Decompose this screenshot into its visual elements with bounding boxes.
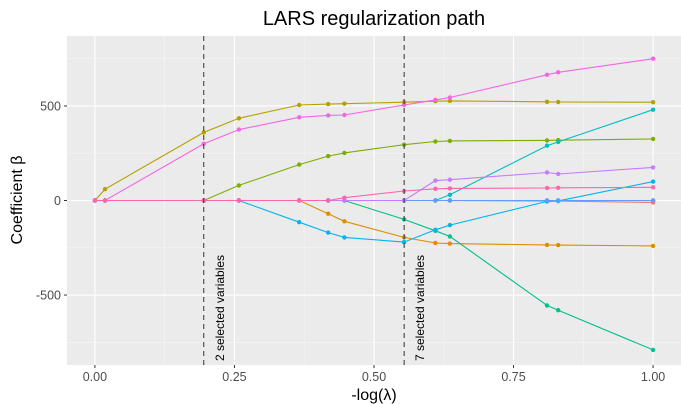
data-point [401,239,407,245]
data-point [544,99,550,105]
data-point [342,219,347,224]
data-point [544,185,550,191]
x-tick-label: 0.50 [362,370,386,384]
data-point [650,136,656,142]
data-point [342,195,347,200]
data-point [544,138,550,143]
series-3 [92,98,656,203]
data-point [201,141,206,146]
data-point [447,192,453,197]
x-tick-label: 0.75 [501,370,525,384]
data-point [342,112,347,118]
y-tick-label: 0 [54,194,61,208]
data-point [236,183,242,188]
data-point [556,198,561,203]
data-point [544,242,550,248]
data-point [650,107,656,112]
data-point [326,230,331,235]
axes: 0.00 0.25 0.50 0.75 1.00 -500 0 500 [36,99,665,384]
data-point [556,139,561,145]
data-point [433,227,438,232]
data-point [236,127,242,132]
vline-label-1: 2 selected variables [213,255,227,361]
data-point [447,222,453,228]
data-point [342,235,347,240]
data-point [326,211,331,216]
data-point [433,240,438,246]
data-point [342,150,347,156]
data-point [447,138,453,144]
data-point [650,165,656,170]
data-point [447,234,453,239]
data-point [556,99,561,105]
data-point [297,102,302,108]
data-point [297,162,302,167]
data-point [650,198,656,203]
y-tick-label: -500 [36,289,61,303]
data-point [650,179,656,184]
data-point [650,243,656,249]
data-point [297,220,302,225]
data-point [326,153,331,159]
data-point [102,198,108,203]
data-point [297,115,302,120]
x-tick-label: 0.25 [222,370,246,384]
data-point [650,56,656,61]
data-point [556,171,561,177]
data-point [342,101,347,106]
data-point [544,303,550,308]
data-point [447,241,453,246]
data-point [650,347,656,353]
data-point [650,100,656,105]
data-point [401,102,407,108]
y-axis-title: Coefficient β [9,156,26,245]
data-point [433,198,438,203]
data-point [650,185,656,190]
data-point [433,97,438,103]
data-point [236,198,242,203]
data-point [326,198,331,203]
data-point [447,177,453,182]
data-point [556,242,561,248]
vlines-group: 2 selected variables 7 selected variables [203,36,427,365]
x-tick-label: 1.00 [641,370,665,384]
data-point [433,139,438,144]
data-point [544,170,550,175]
data-point [102,187,108,192]
y-tick-label: 500 [40,99,61,113]
data-point [433,178,438,183]
data-point [201,130,206,135]
data-point [236,116,242,121]
data-point [544,198,550,203]
data-point [326,101,331,107]
data-point [556,308,561,313]
data-point [92,198,98,203]
data-point [544,72,550,78]
chart-title: LARS regularization path [263,8,485,30]
data-point [433,186,438,191]
data-point [544,143,550,148]
x-axis-title: -log(λ) [351,387,396,404]
data-point [297,198,302,203]
x-tick-label: 0.00 [83,370,107,384]
data-point [447,98,453,104]
data-point [447,186,453,191]
vline-label-2: 7 selected variables [413,255,427,361]
data-point [326,113,331,118]
data-point [556,70,561,75]
data-point [556,185,561,190]
data-point [447,95,453,100]
data-point [447,198,453,203]
